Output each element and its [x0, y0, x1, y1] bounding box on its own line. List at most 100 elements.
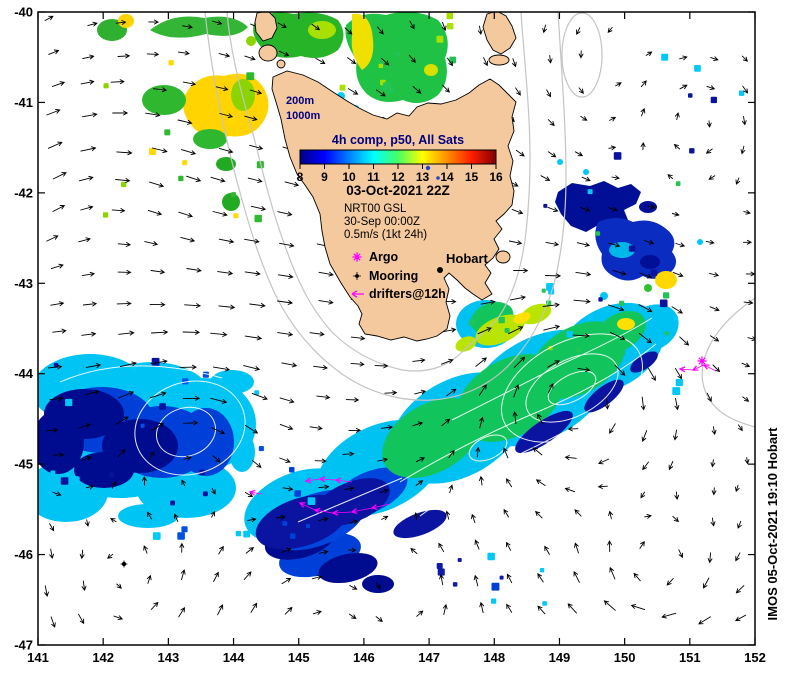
sst-speck: [254, 214, 262, 223]
current-vector: [243, 365, 261, 371]
colorbar-gradient-bar: [299, 149, 497, 165]
current-vector: [741, 362, 751, 368]
current-vector: [376, 582, 381, 590]
current-vector: [210, 510, 216, 518]
mooring-icon: [353, 272, 361, 280]
current-vector: [742, 85, 749, 94]
sst-speck: [258, 446, 264, 452]
current-vector: [50, 301, 65, 307]
lake: [436, 176, 440, 180]
current-vector: [142, 475, 147, 486]
current-vector: [642, 461, 649, 471]
sst-speck: [449, 56, 457, 64]
current-vector: [179, 542, 185, 553]
current-vector: [243, 571, 252, 581]
current-vector: [542, 302, 560, 308]
current-vector: [441, 21, 447, 32]
current-vector: [49, 548, 55, 560]
sst-speck: [339, 84, 346, 91]
current-vector: [480, 299, 496, 305]
current-vector: [46, 109, 61, 116]
current-vector: [544, 273, 562, 279]
current-vector: [318, 549, 329, 555]
current-vector: [598, 458, 610, 465]
y-axis-tick-label: -43: [14, 276, 33, 291]
current-vector: [442, 327, 457, 333]
current-vector: [609, 423, 616, 434]
current-vector: [737, 520, 742, 529]
current-vector: [218, 545, 224, 555]
sst-speck: [689, 148, 695, 154]
current-vector: [49, 396, 64, 402]
current-vector: [145, 112, 161, 118]
sst-speck: [694, 65, 701, 72]
current-vector: [84, 389, 100, 396]
current-vector: [580, 115, 588, 121]
current-vector: [577, 367, 591, 373]
current-vector: [213, 571, 219, 582]
current-vector: [477, 327, 492, 335]
current-vector: [281, 547, 292, 553]
current-vector: [511, 208, 524, 215]
mooring-spokes: [120, 560, 128, 568]
current-vector: [212, 20, 223, 26]
current-vector: [245, 547, 255, 554]
current-vector: [705, 239, 715, 245]
current-vector: [316, 394, 331, 400]
current-vector: [738, 424, 743, 432]
sst-speck: [499, 575, 504, 580]
sst-speck: [235, 530, 241, 537]
current-vector: [309, 425, 323, 431]
isobath-east-arc: [701, 297, 755, 428]
current-vector: [318, 299, 334, 305]
current-vector: [249, 144, 264, 151]
current-vector: [547, 360, 560, 368]
isobath-1000m-label: 1000m: [286, 110, 320, 122]
sst-speck: [151, 357, 160, 366]
sst-speck: [688, 93, 693, 98]
y-axis-tick-label: -46: [14, 547, 33, 562]
current-vector: [710, 56, 719, 62]
x-axis-tick-label: 147: [418, 650, 440, 665]
sst-speckles: [50, 12, 745, 606]
sst-speck: [383, 82, 391, 91]
current-vector: [612, 269, 627, 276]
current-vector: [80, 205, 94, 211]
isobath-labels: 200m 1000m: [286, 95, 320, 122]
current-vector: [344, 486, 355, 492]
current-vector: [180, 569, 186, 581]
current-vector: [115, 416, 129, 425]
current-vector: [218, 52, 231, 58]
y-axis-tick-label: -40: [14, 5, 33, 20]
current-vector: [535, 510, 543, 519]
current-vector: [183, 420, 199, 426]
current-vector: [117, 53, 131, 59]
current-vector: [277, 300, 294, 305]
sst-speck: [541, 288, 546, 293]
current-vector: [180, 149, 197, 156]
current-vector: [505, 478, 513, 488]
city-label: Hobart: [446, 251, 489, 266]
current-vector: [375, 89, 386, 97]
current-vector: [212, 366, 231, 372]
current-vector: [735, 552, 741, 562]
current-vector: [448, 484, 454, 494]
drifter-arrowhead: [678, 366, 686, 373]
current-vector: [479, 416, 484, 429]
x-axis-tick-label: 146: [353, 650, 375, 665]
current-vector: [78, 237, 91, 243]
current-vector: [640, 107, 646, 117]
y-axis-tick-label: -41: [14, 95, 33, 110]
current-vector: [244, 335, 263, 341]
current-vector: [182, 81, 197, 87]
legend-label-mooring: Mooring: [369, 269, 418, 283]
lake: [425, 165, 431, 171]
current-vector: [46, 235, 59, 242]
current-vector: [313, 365, 328, 370]
current-vector: [679, 55, 688, 61]
current-vector: [85, 363, 102, 368]
current-vector: [706, 120, 712, 128]
colorbar-tick-label: 11: [367, 170, 380, 184]
current-vector: [408, 54, 416, 63]
drifter-arrowhead: [331, 509, 339, 516]
